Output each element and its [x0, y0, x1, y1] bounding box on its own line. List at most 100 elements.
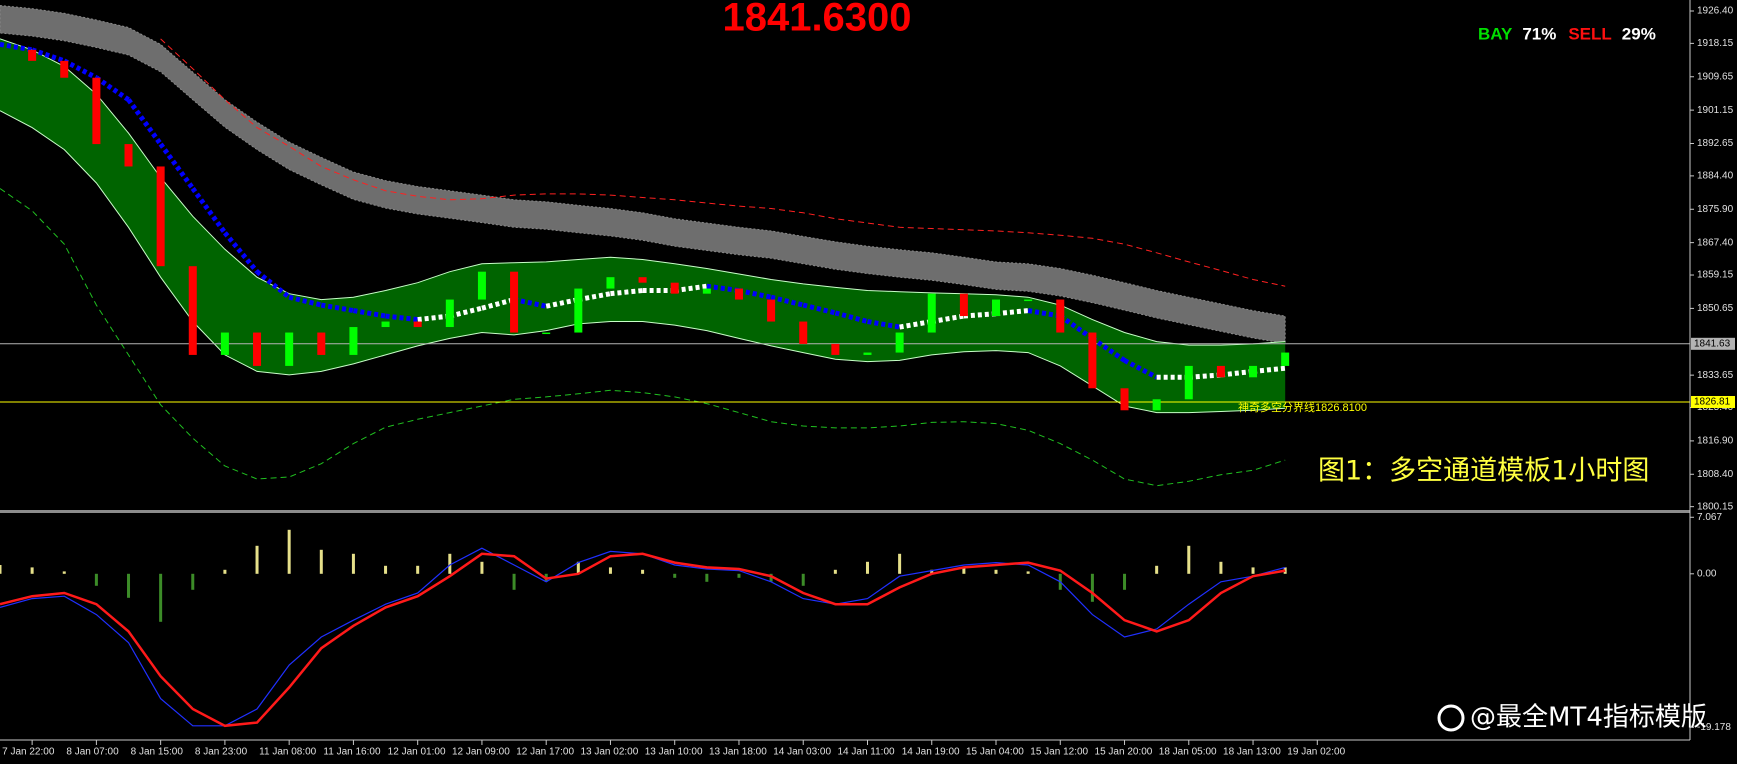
candle-body	[959, 293, 968, 317]
macd-histogram-bar	[127, 573, 131, 598]
trend-segment	[802, 302, 836, 316]
trend-segment	[1188, 372, 1222, 380]
macd-histogram-bar	[319, 549, 323, 574]
macd-histogram-bar	[512, 573, 516, 590]
macd-histogram-bar	[480, 561, 484, 574]
x-tick-label: 11 Jan 08:00	[259, 747, 317, 758]
macd-histogram-bar	[30, 567, 34, 574]
y-tick-label: 1892.65	[1697, 138, 1734, 149]
trend-segment	[449, 305, 483, 319]
candle-body	[92, 77, 101, 145]
trend-segment	[320, 302, 354, 314]
back-layer	[0, 4, 1690, 487]
candle-body	[1281, 352, 1290, 366]
macd-histogram-bar	[994, 569, 998, 574]
candle-body	[1120, 388, 1129, 411]
macd-histogram-bar	[1219, 561, 1223, 574]
macd-histogram-bar	[351, 553, 355, 574]
macd-histogram-bar	[94, 573, 98, 586]
candle-body	[927, 293, 936, 333]
x-tick-label: 14 Jan 03:00	[773, 747, 831, 758]
trend-segment	[899, 319, 933, 330]
y-tick-label: 1808.40	[1697, 469, 1734, 480]
macd-histogram-bar	[1123, 573, 1127, 590]
x-tick-label: 15 Jan 12:00	[1030, 747, 1088, 758]
candle-body	[317, 332, 326, 355]
macd-histogram-bar	[384, 565, 388, 574]
trend-segment	[1027, 308, 1061, 319]
trend-segment	[770, 294, 804, 308]
trend-segment	[288, 294, 322, 308]
macd-histogram-bar	[1155, 565, 1159, 574]
x-tick-label: 12 Jan 01:00	[388, 747, 446, 758]
trend-segment	[63, 58, 98, 80]
y-tick-label: 1850.65	[1697, 303, 1734, 314]
y-tick-label: 1901.15	[1697, 105, 1734, 116]
x-tick-label: 15 Jan 20:00	[1095, 747, 1153, 758]
trend-segment	[190, 186, 227, 235]
macd-histogram-bar	[962, 567, 966, 574]
macd-histogram-bar	[416, 565, 420, 574]
trend-segment	[513, 297, 547, 309]
trend-segment	[385, 313, 418, 323]
candle-body	[349, 327, 358, 355]
candle-body	[381, 321, 390, 328]
macd-histogram-bar	[737, 573, 741, 578]
envelope-line	[0, 188, 1286, 487]
macd-histogram-bar	[641, 569, 645, 574]
candle-body	[220, 332, 229, 355]
y-tick-label: 1884.40	[1697, 171, 1734, 182]
candle-body	[1216, 365, 1225, 378]
price-title: 1841.6300	[722, 0, 911, 40]
candle-body	[285, 332, 294, 366]
level-tag-label: 1841.63	[1694, 338, 1731, 349]
candle-body	[767, 299, 776, 322]
x-tick-label: 19 Jan 02:00	[1287, 747, 1345, 758]
trend-segment	[158, 142, 195, 190]
y-tick-label: 1833.65	[1697, 370, 1734, 381]
candle-body	[574, 288, 583, 333]
level-note: 神奇多空分界线1826.8100	[1238, 400, 1367, 414]
candle-body	[1056, 299, 1065, 333]
macd-histogram-bar	[1251, 567, 1255, 574]
trend-segment	[481, 297, 515, 311]
signal-value: 71%	[1522, 24, 1556, 43]
signal-label: BAY	[1478, 24, 1513, 43]
trend-segment	[353, 308, 386, 319]
candle-body	[413, 321, 422, 328]
main-layer	[0, 41, 1290, 728]
macd-histogram-bar	[1090, 573, 1094, 602]
macd-histogram-bar	[833, 569, 837, 574]
macd-y-tick-label: 0.00	[1697, 568, 1717, 579]
level-tag	[1691, 337, 1735, 350]
trend-segment	[834, 310, 869, 324]
macd-histogram-bar	[1187, 545, 1191, 574]
candle-body	[542, 332, 551, 335]
trend-segment	[995, 308, 1029, 317]
macd-histogram-bar	[865, 561, 869, 574]
macd-line	[0, 552, 1286, 728]
macd-histogram-bar	[159, 573, 163, 622]
macd-histogram-bar	[608, 567, 612, 574]
candle-body	[831, 343, 840, 355]
trend-segment	[706, 283, 740, 294]
candle-body	[670, 282, 679, 294]
macd-y-tick-label: -19.178	[1697, 722, 1731, 733]
macd-histogram-bar	[769, 573, 773, 582]
candle-body	[1152, 399, 1161, 411]
watermark-icon	[1437, 704, 1465, 732]
trend-segment	[931, 313, 965, 325]
candle-body	[895, 332, 904, 353]
candle-body	[477, 271, 486, 300]
candle-body	[156, 166, 165, 267]
signal-value: 29%	[1622, 24, 1656, 43]
candle-body	[734, 288, 743, 300]
candle-body	[702, 288, 711, 294]
x-tick-label: 14 Jan 19:00	[902, 747, 960, 758]
x-tick-label: 12 Jan 17:00	[516, 747, 574, 758]
channel-band	[0, 38, 1286, 413]
x-tick-label: 8 Jan 23:00	[195, 747, 248, 758]
candle-body	[1024, 299, 1033, 302]
candle-body	[638, 277, 647, 283]
